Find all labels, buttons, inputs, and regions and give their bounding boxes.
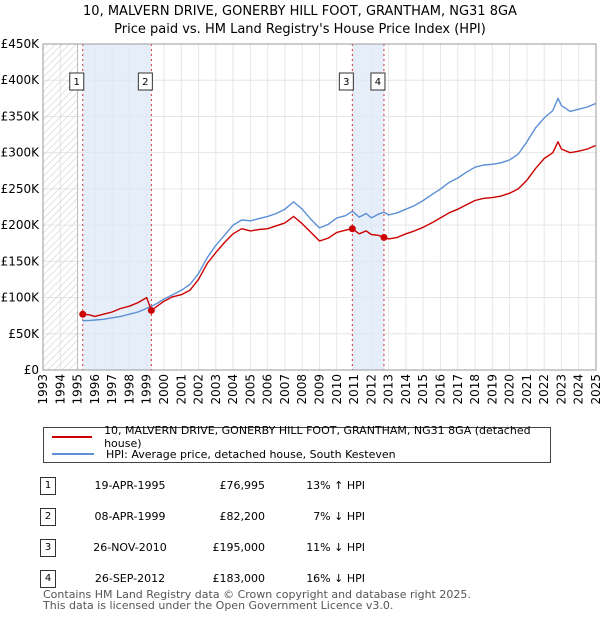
- transaction-number-label: 2: [142, 77, 148, 88]
- y-tick-label: £50K: [8, 327, 40, 341]
- y-tick-label: £0: [24, 363, 39, 377]
- x-tick-label: 2012: [364, 374, 378, 405]
- transaction-point: [348, 225, 356, 233]
- transaction-price: £82,200: [219, 510, 266, 523]
- x-tick-label: 2019: [485, 374, 499, 405]
- x-tick-label: 2015: [416, 374, 430, 405]
- x-tick-label: 1997: [105, 374, 119, 405]
- transaction-date: 26-SEP-2012: [94, 572, 166, 585]
- y-tick-label: £100K: [1, 291, 41, 305]
- legend-swatch-hpi: [52, 453, 94, 455]
- x-tick-label: 1996: [88, 374, 102, 405]
- legend-swatch-price: [52, 436, 93, 438]
- x-tick-label: 2004: [226, 374, 240, 405]
- x-tick-label: 1998: [122, 374, 136, 405]
- footer-copyright: Contains HM Land Registry data © Crown c…: [43, 588, 471, 601]
- x-tick-label: 2008: [295, 374, 309, 405]
- series-line-hpi: [82, 97, 597, 322]
- chart-subtitle: Price paid vs. HM Land Registry's House …: [114, 22, 486, 37]
- transaction-point: [380, 233, 388, 241]
- x-tick-label: 1995: [71, 374, 85, 405]
- transaction-number-badge: 1: [40, 476, 56, 495]
- transaction-number-label: 4: [375, 77, 381, 88]
- transaction-hpi-diff: 16% ↓ HPI: [306, 572, 365, 585]
- x-tick-label: 2020: [503, 374, 517, 405]
- x-tick-label: 2014: [399, 374, 413, 405]
- table-row: 4 26-SEP-2012 £183,000 16% ↓ HPI: [40, 563, 365, 594]
- y-tick-label: £300K: [1, 146, 41, 160]
- x-tick-label: 2005: [243, 374, 257, 405]
- series-line-price-paid: [82, 141, 597, 318]
- chart-title-address: 10, MALVERN DRIVE, GONERBY HILL FOOT, GR…: [83, 4, 517, 19]
- y-tick-label: £450K: [1, 37, 41, 51]
- x-tick-label: 2013: [382, 374, 396, 405]
- plot-frame: [42, 43, 597, 371]
- x-tick-label: 1994: [53, 374, 67, 405]
- x-tick-label: 2023: [554, 374, 568, 405]
- transaction-date: 19-APR-1995: [94, 479, 166, 492]
- x-tick-label: 2000: [157, 374, 171, 405]
- transaction-number-box: [137, 72, 153, 91]
- footer-licence: This data is licensed under the Open Gov…: [43, 599, 394, 612]
- transaction-point: [147, 306, 155, 314]
- transaction-price: £195,000: [212, 541, 266, 554]
- x-tick-label: 2010: [330, 374, 344, 405]
- y-tick-label: £400K: [1, 73, 41, 87]
- transaction-number-badge: 2: [40, 507, 56, 526]
- transaction-point: [79, 310, 87, 318]
- transaction-number-label: 1: [74, 77, 80, 88]
- footer-attribution: Contains HM Land Registry data © Crown c…: [43, 589, 471, 611]
- legend-item-hpi: HPI: Average price, detached house, Sout…: [52, 446, 396, 462]
- legend-label-price: 10, MALVERN DRIVE, GONERBY HILL FOOT, GR…: [104, 424, 531, 450]
- transaction-hpi-diff: 7% ↓ HPI: [313, 510, 365, 523]
- x-tick-label: 2001: [174, 374, 188, 405]
- transaction-date: 26-NOV-2010: [93, 541, 167, 554]
- x-tick-label: 2017: [451, 374, 465, 405]
- transaction-number-label: 3: [343, 77, 349, 88]
- y-tick-label: £350K: [1, 109, 41, 123]
- price-chart: 1 2 3 4 £0 £50K £100K £150K £200K £250K £300K £350K…: [1, 37, 600, 405]
- x-tick-label: 2006: [261, 374, 275, 405]
- x-tick-label: 2002: [192, 374, 206, 405]
- table-row: 3 26-NOV-2010 £195,000 11% ↓ HPI: [40, 532, 365, 563]
- table-row: 1 19-APR-1995 £76,995 13% ↑ HPI: [40, 470, 365, 501]
- transaction-hpi-diff: 11% ↓ HPI: [306, 541, 365, 554]
- transactions-table: 1 19-APR-1995 £76,995 13% ↑ HPI 2 08-APR…: [40, 470, 365, 594]
- ownership-band: [82, 44, 152, 370]
- ownership-band: [352, 44, 384, 370]
- y-tick-label: £200K: [1, 218, 41, 232]
- transaction-price: £76,995: [219, 479, 266, 492]
- transaction-number-box: [69, 72, 85, 91]
- x-tick-label: 2022: [537, 374, 551, 405]
- chart-legend: 10, MALVERN DRIVE, GONERBY HILL FOOT, GR…: [43, 424, 551, 463]
- y-tick-label: £250K: [1, 182, 41, 196]
- hatched-no-data-region: [43, 44, 78, 370]
- transaction-number-badge: 3: [40, 538, 56, 557]
- transaction-number-box: [370, 72, 386, 91]
- y-tick-label: £150K: [1, 254, 41, 268]
- x-tick-label: 2021: [520, 374, 534, 405]
- table-row: 2 08-APR-1999 £82,200 7% ↓ HPI: [40, 501, 365, 532]
- transaction-number-badge: 4: [40, 569, 56, 588]
- x-tick-label: 2003: [209, 374, 223, 405]
- x-tick-label: 2024: [572, 374, 586, 405]
- legend-item-price: 10, MALVERN DRIVE, GONERBY HILL FOOT, GR…: [52, 424, 550, 450]
- x-tick-label: 2018: [468, 374, 482, 405]
- x-tick-label: 2025: [589, 374, 600, 405]
- x-tick-label: 1999: [140, 374, 154, 405]
- x-tick-label: 1993: [36, 374, 50, 405]
- transaction-price: £183,000: [212, 572, 266, 585]
- transaction-number-box: [338, 72, 354, 91]
- x-tick-label: 2011: [347, 374, 361, 405]
- legend-label-hpi: HPI: Average price, detached house, Sout…: [106, 447, 396, 461]
- x-tick-label: 2007: [278, 374, 292, 405]
- transaction-date: 08-APR-1999: [94, 510, 166, 523]
- x-tick-label: 2016: [433, 374, 447, 405]
- transaction-hpi-diff: 13% ↑ HPI: [306, 479, 365, 492]
- x-tick-label: 2009: [313, 374, 327, 405]
